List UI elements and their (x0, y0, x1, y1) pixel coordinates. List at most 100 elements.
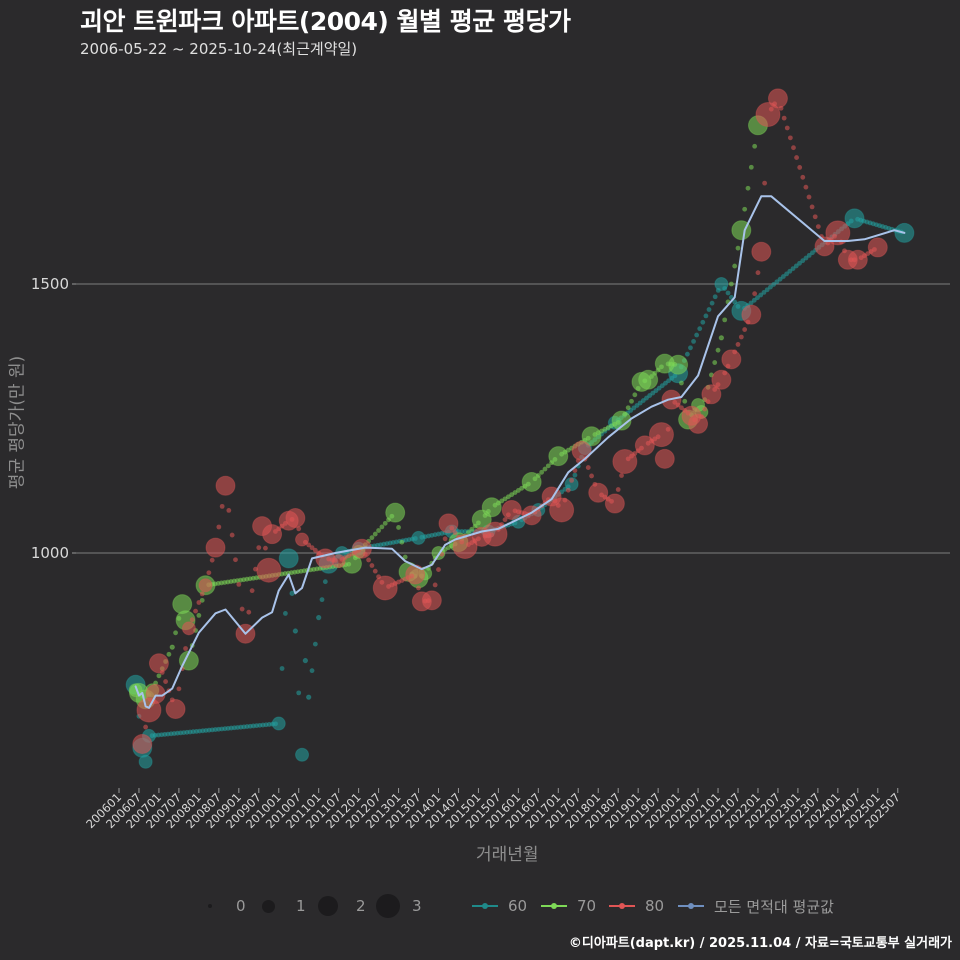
legend-series-60[interactable]: 60 (472, 893, 527, 919)
legend-size-3: 3 (376, 893, 422, 919)
data-point[interactable] (181, 621, 196, 636)
series-70 (128, 115, 768, 710)
data-point[interactable] (315, 614, 322, 621)
data-point[interactable] (611, 410, 632, 431)
series-80 (132, 88, 888, 754)
data-point[interactable] (548, 446, 569, 467)
data-point[interactable] (701, 384, 722, 405)
data-point[interactable] (588, 482, 609, 503)
average-line (134, 195, 906, 709)
data-point[interactable] (711, 369, 732, 390)
data-point[interactable] (138, 754, 153, 769)
data-point[interactable] (198, 578, 213, 593)
data-point[interactable] (145, 683, 166, 704)
data-point[interactable] (501, 499, 522, 520)
legend: 0 1 2 3 60 70 80 모든 면적대 평균값 (0, 893, 960, 919)
data-point[interactable] (438, 513, 459, 534)
data-point[interactable] (688, 413, 709, 434)
data-point[interactable] (132, 733, 153, 754)
data-point[interactable] (549, 497, 575, 523)
data-point[interactable] (721, 349, 742, 370)
x-axis-label: 거래년월 (476, 845, 539, 865)
legend-size-1: 1 (262, 893, 306, 919)
legend-size-label: 1 (296, 897, 306, 915)
data-point[interactable] (634, 435, 655, 456)
size-dot-icon (376, 894, 400, 918)
data-point[interactable] (205, 537, 226, 558)
y-tick-label: 1500 (31, 275, 69, 293)
data-point[interactable] (411, 530, 426, 545)
legend-series-label: 70 (577, 897, 597, 915)
data-point[interactable] (165, 699, 186, 720)
legend-size-label: 0 (236, 897, 246, 915)
data-point[interactable] (654, 448, 675, 469)
data-point[interactable] (564, 477, 579, 492)
data-point[interactable] (215, 475, 236, 496)
data-point[interactable] (148, 653, 169, 674)
legend-size-0: 0 (208, 893, 246, 919)
y-axis-label: 평균 평당가(만 원) (7, 355, 28, 490)
data-point[interactable] (315, 548, 336, 569)
y-axis-label-wrap: 평균 평당가(만 원) (0, 356, 30, 490)
data-point[interactable] (295, 747, 310, 762)
size-dot-icon (318, 896, 338, 916)
data-point[interactable] (421, 590, 442, 611)
data-point[interactable] (405, 564, 426, 585)
data-point[interactable] (604, 493, 625, 514)
data-point[interactable] (825, 220, 851, 246)
chart-title: 괴안 트윈파크 아파트(2004) 월별 평균 평당가 (80, 7, 571, 36)
data-point[interactable] (867, 237, 888, 258)
line-swatch-icon (472, 903, 498, 909)
data-point[interactable] (372, 575, 398, 601)
line-swatch-icon (609, 903, 635, 909)
chart-subtitle: 2006-05-22 ~ 2025-10-24(최근계약일) (80, 40, 358, 58)
size-dot-icon (208, 904, 212, 908)
data-point[interactable] (581, 426, 602, 447)
data-point[interactable] (278, 548, 299, 569)
data-point[interactable] (285, 508, 306, 529)
data-point[interactable] (718, 335, 725, 341)
source-credit: ©디아파트(dapt.kr) / 2025.11.04 / 자료=국토교통부 실… (568, 936, 952, 951)
data-point[interactable] (755, 102, 781, 128)
data-point[interactable] (844, 208, 865, 229)
legend-series-70[interactable]: 70 (541, 893, 596, 919)
line-swatch-icon (678, 903, 704, 909)
data-point[interactable] (172, 594, 193, 615)
data-point[interactable] (741, 304, 762, 325)
data-point[interactable] (271, 716, 286, 731)
data-point[interactable] (169, 644, 175, 650)
line-swatch-icon (541, 903, 567, 909)
legend-size-label: 2 (356, 897, 366, 915)
data-point[interactable] (638, 369, 659, 390)
data-point[interactable] (331, 554, 346, 569)
data-point[interactable] (751, 241, 772, 262)
data-point[interactable] (295, 532, 310, 547)
y-tick-label: 1000 (31, 544, 69, 562)
data-point[interactable] (262, 524, 283, 545)
data-point[interactable] (302, 657, 309, 664)
size-dot-icon (262, 899, 275, 913)
legend-series-label: 60 (508, 897, 528, 915)
data-point[interactable] (385, 502, 406, 523)
legend-size-2: 2 (318, 893, 366, 919)
data-point[interactable] (305, 694, 312, 700)
data-point[interactable] (292, 628, 299, 634)
data-point[interactable] (289, 590, 295, 597)
data-point[interactable] (256, 557, 282, 583)
data-point[interactable] (612, 449, 638, 475)
legend-series-avg[interactable]: 모든 면적대 평균값 (678, 893, 834, 919)
data-point[interactable] (452, 534, 478, 560)
legend-series-80[interactable]: 80 (609, 893, 664, 919)
legend-series-label: 모든 면적대 평균값 (714, 897, 834, 916)
data-point[interactable] (668, 354, 689, 375)
data-point[interactable] (767, 88, 788, 109)
data-point[interactable] (521, 471, 542, 492)
data-point[interactable] (648, 422, 674, 448)
legend-series-label: 80 (645, 897, 665, 915)
legend-size-label: 3 (412, 897, 422, 915)
data-point[interactable] (714, 277, 729, 291)
data-point[interactable] (481, 497, 502, 518)
data-point[interactable] (571, 440, 592, 461)
data-point[interactable] (847, 249, 868, 270)
